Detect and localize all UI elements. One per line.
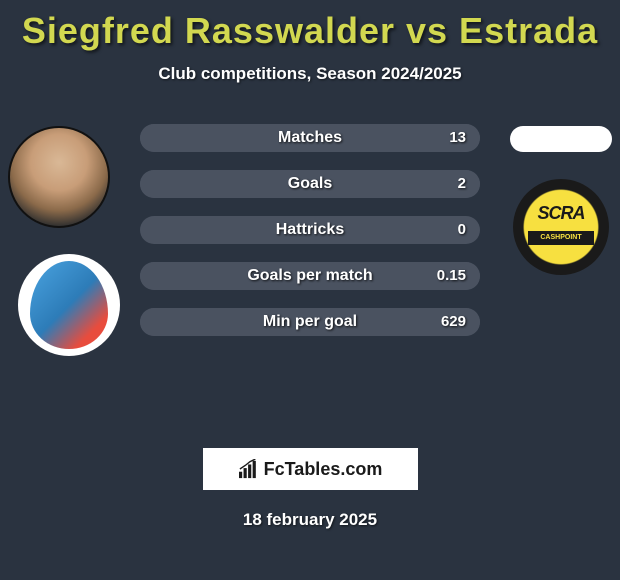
player1-club-logo [18, 254, 120, 356]
chart-icon [238, 459, 260, 479]
branding-box: FcTables.com [203, 448, 418, 490]
stat-label: Goals per match [140, 262, 480, 290]
comparison-area: SCRA CASHPOINT 13Matches 2Goals 0Hattricks… [0, 114, 620, 444]
stat-label: Min per goal [140, 308, 480, 336]
player2-club-short: SCRA [537, 203, 584, 224]
stat-label: Matches [140, 124, 480, 152]
page-title: Siegfred Rasswalder vs Estrada [0, 0, 620, 52]
branding-text: FcTables.com [264, 459, 383, 480]
player2-club-logo: SCRA CASHPOINT [510, 176, 612, 278]
stat-label: Hattricks [140, 216, 480, 244]
stat-bar: 2Goals [140, 170, 480, 198]
date-text: 18 february 2025 [0, 510, 620, 530]
player1-avatar [8, 126, 110, 228]
stat-bar: 0.15Goals per match [140, 262, 480, 290]
stat-label: Goals [140, 170, 480, 198]
player2-column: SCRA CASHPOINT [500, 114, 620, 444]
stat-bar: 0Hattricks [140, 216, 480, 244]
stat-bars-container: 13Matches 2Goals 0Hattricks 0.15Goals per m… [140, 114, 480, 336]
player2-club-banner: CASHPOINT [528, 231, 594, 245]
stat-bar: 13Matches [140, 124, 480, 152]
player1-column [0, 114, 120, 444]
subtitle: Club competitions, Season 2024/2025 [0, 64, 620, 84]
stat-bar: 629Min per goal [140, 308, 480, 336]
player2-avatar [510, 126, 612, 152]
